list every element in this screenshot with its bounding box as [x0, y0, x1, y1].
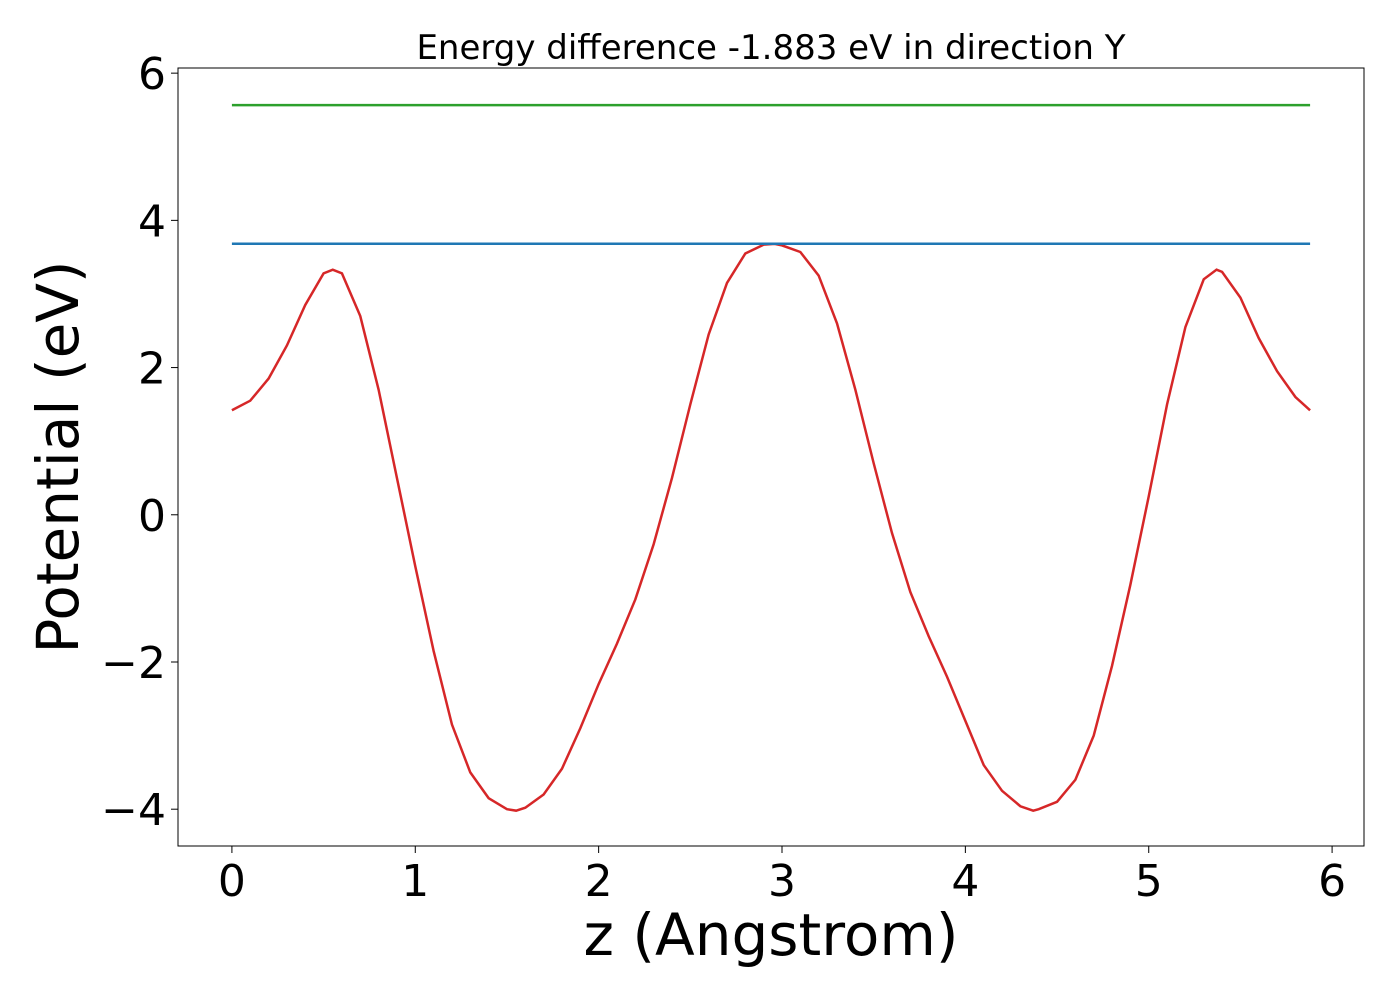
y-tick-label: 2	[138, 344, 166, 395]
x-tick-label: 6	[1318, 856, 1346, 907]
chart-title: Energy difference -1.883 eV in direction…	[416, 28, 1125, 68]
x-tick-label: 5	[1135, 856, 1163, 907]
y-tick-label: −2	[101, 638, 166, 689]
plot-frame	[177, 67, 1365, 847]
x-tick-label: 1	[401, 856, 429, 907]
y-axis-label: Potential (eV)	[24, 260, 92, 653]
y-tick-label: −4	[101, 785, 166, 836]
x-axis-label: z (Angstrom)	[584, 901, 959, 969]
x-tick-label: 4	[951, 856, 979, 907]
y-tick-label: 6	[138, 49, 166, 100]
x-tick-label: 2	[585, 856, 613, 907]
y-tick-label: 4	[138, 196, 166, 247]
y-tick-label: 0	[138, 491, 166, 542]
x-tick-label: 0	[218, 856, 246, 907]
x-tick-label: 3	[768, 856, 796, 907]
